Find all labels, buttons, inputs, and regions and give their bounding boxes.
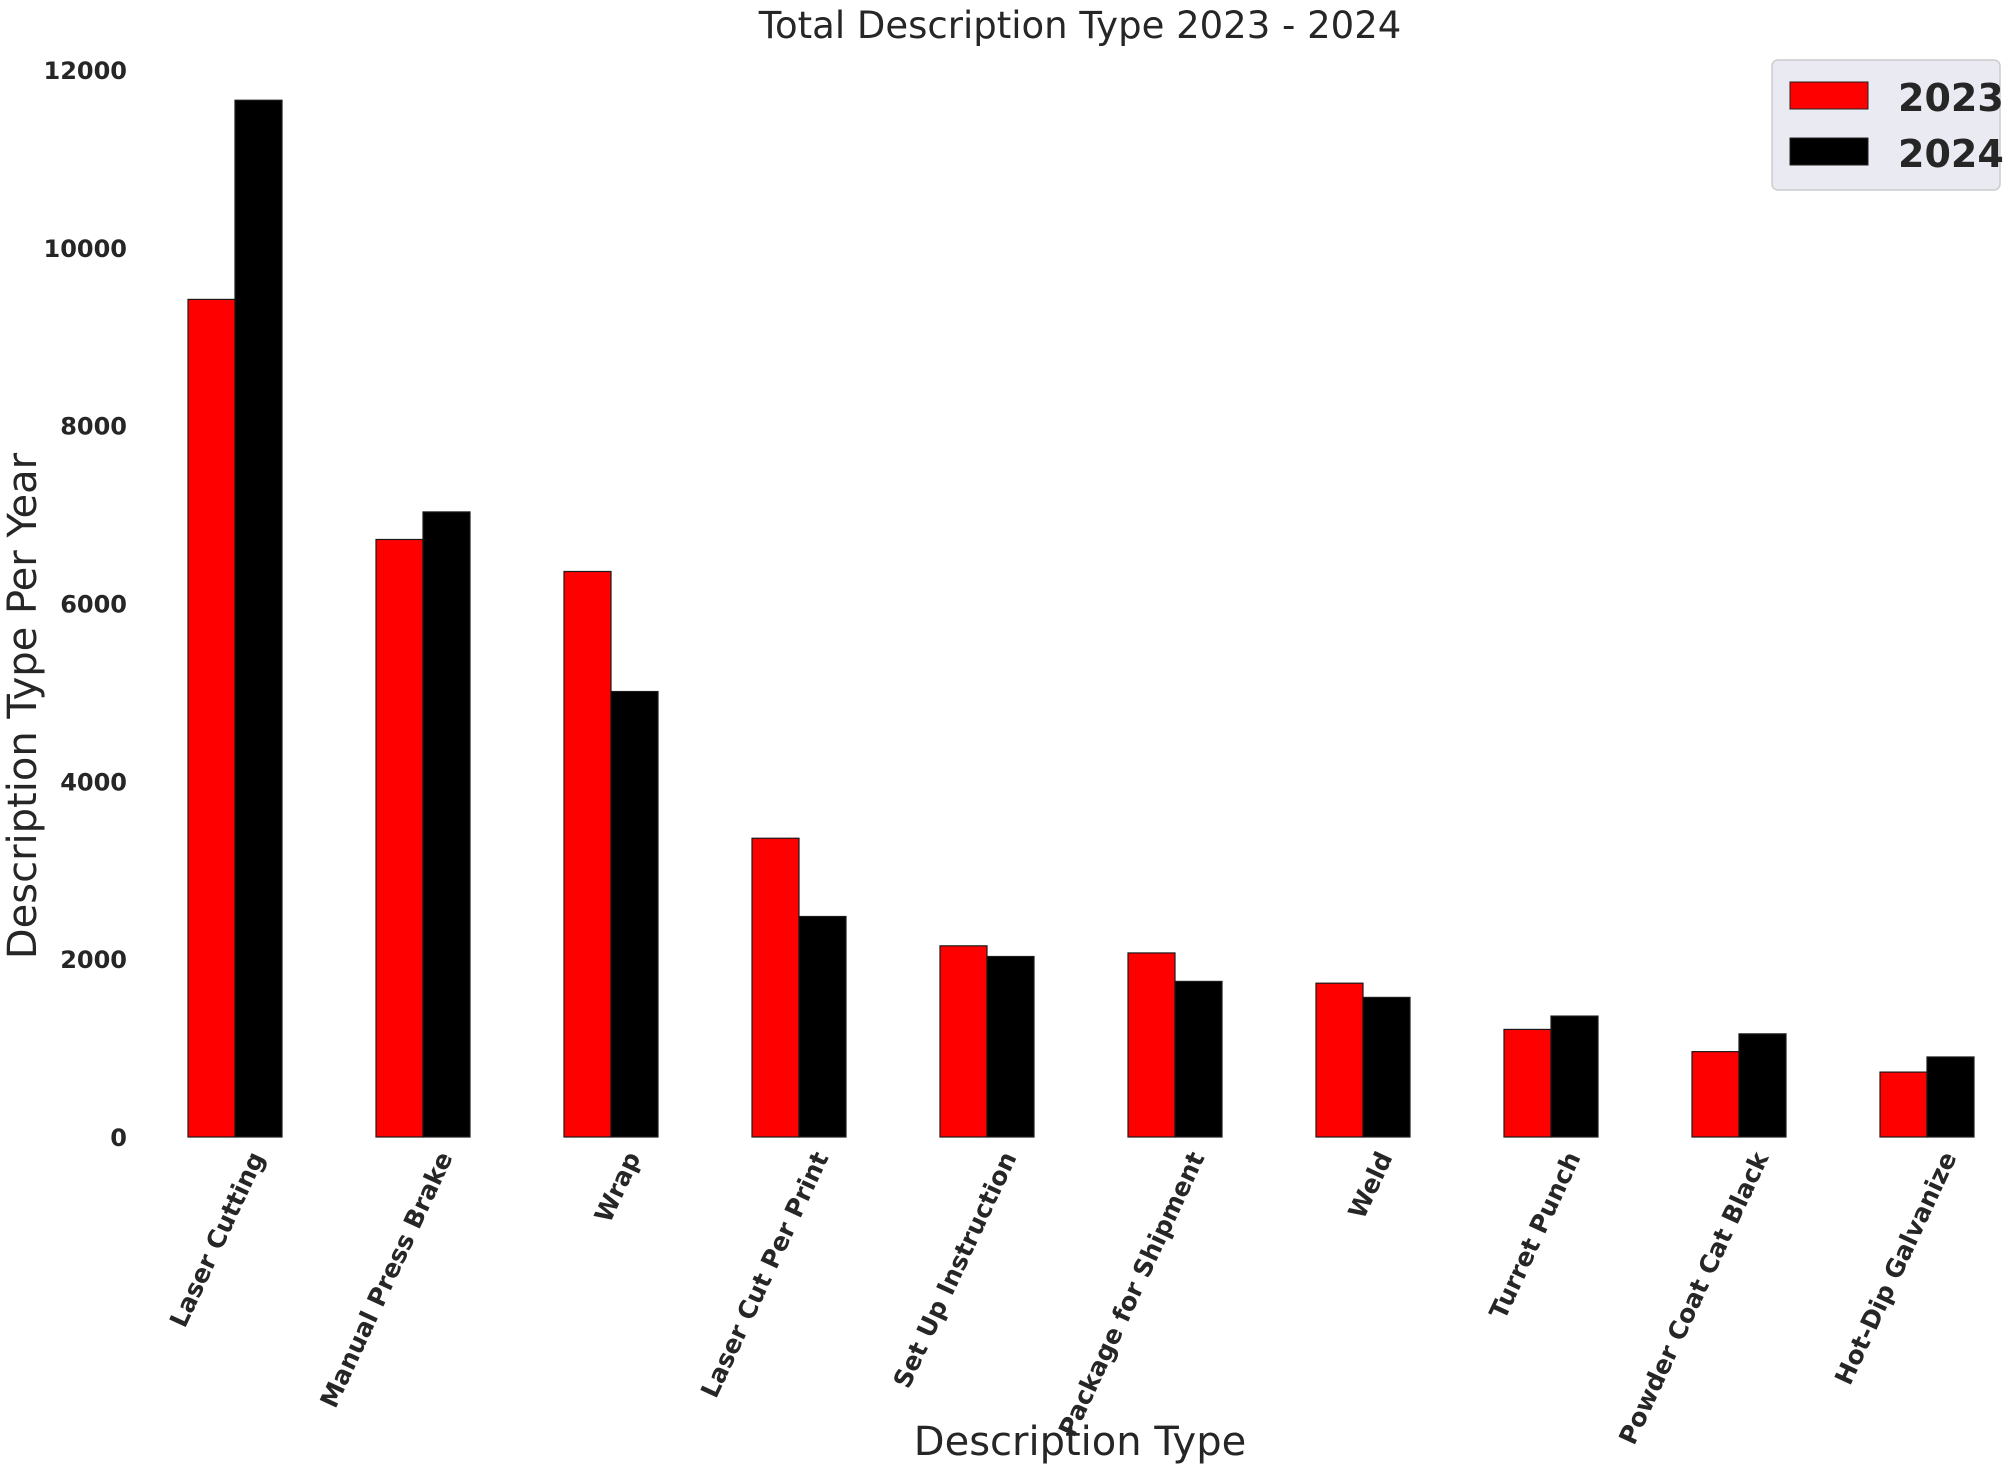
x-tick-label: Package for Shipment <box>1053 1147 1211 1441</box>
legend-swatch-2024 <box>1789 137 1869 166</box>
y-axis-ticks: 0 2000 4000 6000 8000 10000 12000 <box>44 57 128 1152</box>
bar-2023 <box>563 570 612 1138</box>
bar-2023 <box>1879 1071 1928 1138</box>
bars-group <box>187 99 1975 1138</box>
x-tick-label: Laser Cutting <box>164 1147 271 1331</box>
x-tick-label: Powder Coat Cat Black <box>1613 1146 1775 1449</box>
bar-2024 <box>234 99 283 1138</box>
bar-2024 <box>798 915 847 1138</box>
bar-2024 <box>610 690 659 1138</box>
chart-title: Total Description Type 2023 - 2024 <box>758 4 1402 47</box>
bar-2023 <box>1503 1028 1552 1138</box>
y-axis-title: Description Type Per Year <box>0 452 46 959</box>
bar-2024 <box>1926 1056 1975 1138</box>
bar-2024 <box>1174 980 1223 1138</box>
x-tick-label: Turret Punch <box>1484 1147 1587 1323</box>
bar-2024 <box>1738 1033 1787 1138</box>
x-tick-label: Laser Cut Per Print <box>695 1147 834 1402</box>
legend-label-2024: 2024 <box>1898 132 2004 176</box>
x-tick-label: Wrap <box>589 1147 647 1227</box>
x-tick-label: Weld <box>1343 1147 1399 1223</box>
x-tick-label: Hot-Dip Galvanize <box>1829 1147 1962 1389</box>
x-axis-title: Description Type <box>914 1419 1246 1464</box>
bar-2023 <box>1691 1051 1740 1138</box>
y-tick-label: 12000 <box>44 57 128 85</box>
legend-swatch-2023 <box>1789 81 1869 110</box>
bar-2023 <box>1127 952 1176 1138</box>
x-axis-ticks: Laser Cutting Manual Press Brake Wrap Laser… <box>164 1146 1963 1449</box>
x-tick-label: Set Up Instruction <box>888 1147 1023 1392</box>
y-tick-label: 4000 <box>60 768 127 796</box>
bar-2024 <box>422 511 471 1138</box>
bar-2023 <box>939 945 988 1138</box>
bar-2023 <box>1315 982 1364 1138</box>
bar-2023 <box>751 837 800 1138</box>
bar-2024 <box>1550 1015 1599 1138</box>
bar-2024 <box>1362 996 1411 1138</box>
legend-label-2023: 2023 <box>1898 76 2004 120</box>
bar-2023 <box>375 538 424 1138</box>
y-tick-label: 0 <box>110 1124 127 1152</box>
y-tick-label: 8000 <box>60 413 127 441</box>
x-tick-label: Manual Press Brake <box>314 1147 458 1412</box>
legend: 2023 2024 <box>1771 59 2004 191</box>
y-tick-label: 2000 <box>60 946 127 974</box>
y-tick-label: 6000 <box>60 591 127 619</box>
y-tick-label: 10000 <box>44 235 128 263</box>
bar-2023 <box>187 298 236 1138</box>
bar-2024 <box>986 955 1035 1138</box>
